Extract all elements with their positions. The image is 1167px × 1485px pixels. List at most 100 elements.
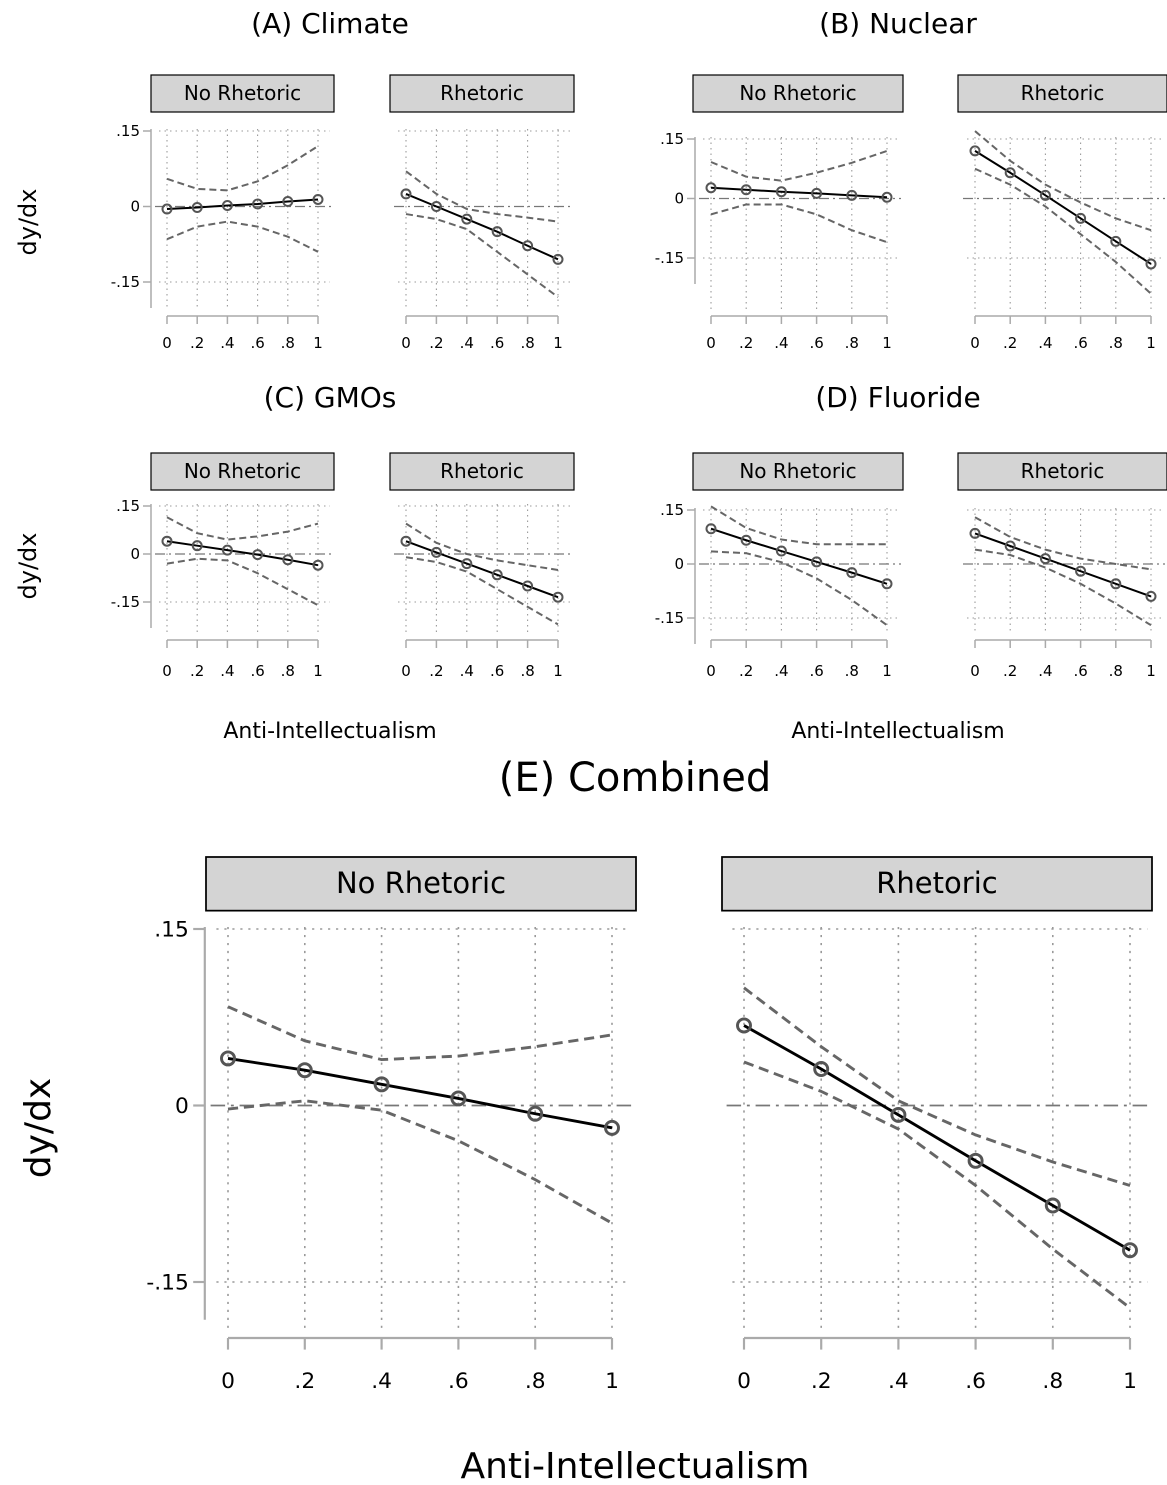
x-tick-label: .6 xyxy=(250,334,264,352)
estimate-line xyxy=(710,527,888,585)
x-tick-label: 0 xyxy=(401,334,411,352)
estimate-marker xyxy=(813,1061,830,1077)
y-tick-label: -.15 xyxy=(111,593,140,611)
estimate-marker xyxy=(1039,189,1051,201)
x-tick-label: 1 xyxy=(1123,1369,1137,1394)
x-tick-label: 1 xyxy=(882,662,892,680)
y-tick-label: .15 xyxy=(116,122,140,140)
panel-title-fluoride: (D) Fluoride xyxy=(815,381,980,414)
y-tick-label: 0 xyxy=(130,545,140,563)
x-tick-label: 0 xyxy=(706,334,716,352)
x-tick-label: .4 xyxy=(220,334,234,352)
facet-strip xyxy=(957,74,1167,113)
estimate-marker xyxy=(969,527,981,539)
x-tick-label: .4 xyxy=(774,662,788,680)
estimate-marker xyxy=(400,188,412,200)
estimate-marker xyxy=(969,145,981,157)
y-tick-label: 0 xyxy=(175,1094,189,1119)
estimate-marker xyxy=(191,540,203,552)
facet-strip xyxy=(389,74,575,113)
x-tick-label: 0 xyxy=(737,1369,751,1394)
estimate-marker xyxy=(705,523,717,535)
x-tick-label: .8 xyxy=(1042,1369,1063,1394)
ci-upper-line xyxy=(710,505,887,546)
estimate-marker xyxy=(604,1119,620,1136)
x-tick-label: .2 xyxy=(739,334,753,352)
x-tick-label: .2 xyxy=(1003,662,1017,680)
x-axis-label-left: Anti-Intellectualism xyxy=(223,719,436,744)
x-tick-label: .2 xyxy=(811,1369,832,1394)
y-tick-label: -.15 xyxy=(111,273,140,291)
x-tick-label: .8 xyxy=(845,334,859,352)
x-tick-label: .2 xyxy=(429,662,443,680)
estimate-marker xyxy=(450,1090,467,1107)
estimate-line xyxy=(743,1024,1131,1252)
estimate-marker xyxy=(1145,590,1157,602)
ci-upper-line xyxy=(710,149,888,182)
facet-strip-label: Rhetoric xyxy=(440,81,524,105)
x-tick-label: .8 xyxy=(520,662,534,680)
estimate-marker xyxy=(740,184,752,196)
y-tick-label: 0 xyxy=(130,198,140,216)
x-axis-label-right: Anti-Intellectualism xyxy=(791,719,1004,744)
estimate-marker xyxy=(430,201,442,212)
facet-strip-label: Rhetoric xyxy=(1021,81,1105,105)
x-tick-label: 1 xyxy=(313,334,323,352)
x-tick-label: .2 xyxy=(1003,334,1017,352)
facet-strip xyxy=(692,74,904,113)
ci-upper-line xyxy=(166,145,319,192)
y-tick-label: -.15 xyxy=(655,609,684,627)
estimate-line xyxy=(227,1057,613,1130)
y-tick-label: .15 xyxy=(116,497,140,515)
x-tick-label: .6 xyxy=(490,662,504,680)
facet-strip xyxy=(957,452,1167,491)
x-tick-label: 0 xyxy=(970,662,980,680)
facet-strip-label: No Rhetoric xyxy=(336,866,506,900)
ci-lower-line xyxy=(974,548,1152,627)
estimate-marker xyxy=(705,182,717,194)
estimate-marker xyxy=(1039,553,1051,565)
estimate-line xyxy=(166,540,319,567)
estimate-marker xyxy=(491,569,503,581)
estimate-marker xyxy=(191,202,203,214)
panel-title-combined: (E) Combined xyxy=(499,755,771,801)
x-tick-label: .6 xyxy=(490,334,504,352)
estimate-marker xyxy=(522,580,534,592)
estimate-marker xyxy=(312,193,324,205)
x-tick-label: 0 xyxy=(221,1369,235,1394)
facet-strip xyxy=(721,856,1153,912)
estimate-marker xyxy=(775,545,787,557)
estimate-marker xyxy=(373,1076,390,1093)
x-tick-label: .4 xyxy=(774,334,788,352)
estimate-marker xyxy=(775,186,787,198)
estimate-marker xyxy=(811,556,823,568)
x-tick-label: .2 xyxy=(429,334,443,352)
estimate-marker xyxy=(1075,565,1087,577)
y-axis-label-top-left: dy/dx xyxy=(14,189,42,256)
x-tick-label: .6 xyxy=(1073,662,1087,680)
estimate-line xyxy=(974,150,1152,265)
ci-upper-line xyxy=(405,522,559,571)
ci-upper-line xyxy=(974,516,1152,571)
x-tick-label: 1 xyxy=(882,334,892,352)
estimate-marker xyxy=(1004,540,1016,552)
ci-lower-line xyxy=(405,213,559,298)
estimate-marker xyxy=(252,549,264,561)
estimate-marker xyxy=(252,198,264,210)
facet-strip xyxy=(150,452,335,491)
x-tick-label: .6 xyxy=(965,1369,986,1394)
x-tick-label: 1 xyxy=(553,662,563,680)
y-tick-label: 0 xyxy=(674,190,684,208)
estimate-marker xyxy=(296,1062,313,1079)
ci-upper-line xyxy=(974,130,1152,232)
estimate-marker xyxy=(890,1106,907,1123)
x-tick-label: .4 xyxy=(460,334,474,352)
x-tick-label: .8 xyxy=(1109,662,1123,680)
ci-lower-line xyxy=(743,1060,1131,1310)
estimate-marker xyxy=(846,567,858,579)
ci-lower-line xyxy=(227,1099,613,1225)
estimate-line xyxy=(166,198,319,211)
estimate-marker xyxy=(312,559,324,571)
x-axis-label-combined: Anti-Intellectualism xyxy=(460,1446,809,1485)
x-tick-label: .4 xyxy=(1038,334,1052,352)
